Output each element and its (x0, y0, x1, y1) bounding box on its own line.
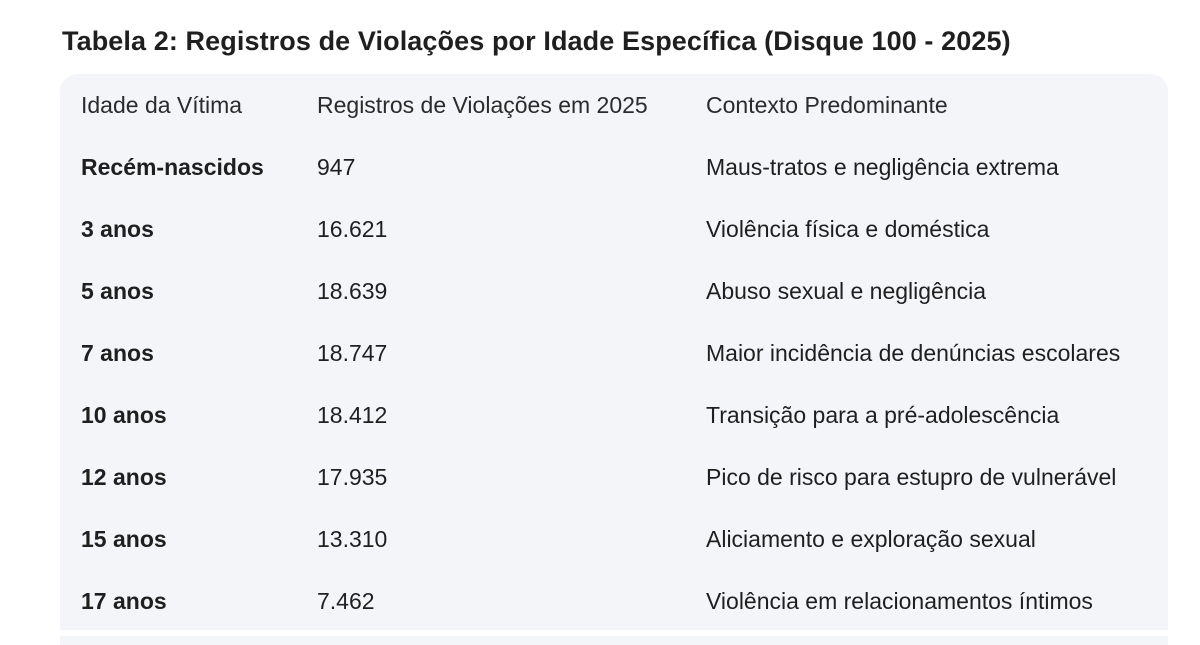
count-cell: 13.310 (317, 526, 388, 552)
table-row: 10 anos 18.412 Transição para a pré-adol… (60, 384, 1168, 446)
age-cell: 5 anos (81, 278, 154, 304)
table-row: 5 anos 18.639 Abuso sexual e negligência (60, 260, 1168, 322)
table-row: 17 anos 7.462 Violência em relacionament… (60, 570, 1168, 632)
count-cell: 947 (317, 154, 356, 180)
age-cell: 3 anos (81, 216, 154, 242)
context-cell: Transição para a pré-adolescência (706, 402, 1060, 428)
table-row: Recém-nascidos 947 Maus-tratos e negligê… (60, 136, 1168, 198)
table-header-row: Idade da Vítima Registros de Violações e… (60, 74, 1168, 136)
count-cell: 18.412 (317, 402, 388, 428)
context-cell: Pico de risco para estupro de vulnerável (706, 464, 1117, 490)
count-cell: 18.639 (317, 278, 388, 304)
context-cell: Maus-tratos e negligência extrema (706, 154, 1059, 180)
column-header-age: Idade da Vítima (81, 92, 243, 118)
age-cell: 10 anos (81, 402, 167, 428)
table-title: Tabela 2: Registros de Violações por Ida… (62, 26, 1011, 56)
age-cell: 7 anos (81, 340, 154, 366)
age-cell: Recém-nascidos (81, 154, 264, 180)
context-cell: Violência em relacionamentos íntimos (706, 588, 1093, 614)
table-row: 15 anos 13.310 Aliciamento e exploração … (60, 508, 1168, 570)
next-card-edge (60, 636, 1168, 645)
age-cell: 17 anos (81, 588, 167, 614)
count-cell: 16.621 (317, 216, 388, 242)
table-row: 3 anos 16.621 Violência física e domésti… (60, 198, 1168, 260)
context-cell: Abuso sexual e negligência (706, 278, 987, 304)
table-row: 12 anos 17.935 Pico de risco para estupr… (60, 446, 1168, 508)
context-cell: Maior incidência de denúncias escolares (706, 340, 1121, 366)
count-cell: 7.462 (317, 588, 375, 614)
context-cell: Violência física e doméstica (706, 216, 990, 242)
age-cell: 12 anos (81, 464, 167, 490)
table-row: 7 anos 18.747 Maior incidência de denúnc… (60, 322, 1168, 384)
context-cell: Aliciamento e exploração sexual (706, 526, 1036, 552)
count-cell: 18.747 (317, 340, 388, 366)
column-header-count: Registros de Violações em 2025 (317, 92, 648, 118)
column-header-context: Contexto Predominante (706, 92, 948, 118)
age-cell: 15 anos (81, 526, 167, 552)
count-cell: 17.935 (317, 464, 388, 490)
data-table: Idade da Vítima Registros de Violações e… (60, 74, 1168, 630)
